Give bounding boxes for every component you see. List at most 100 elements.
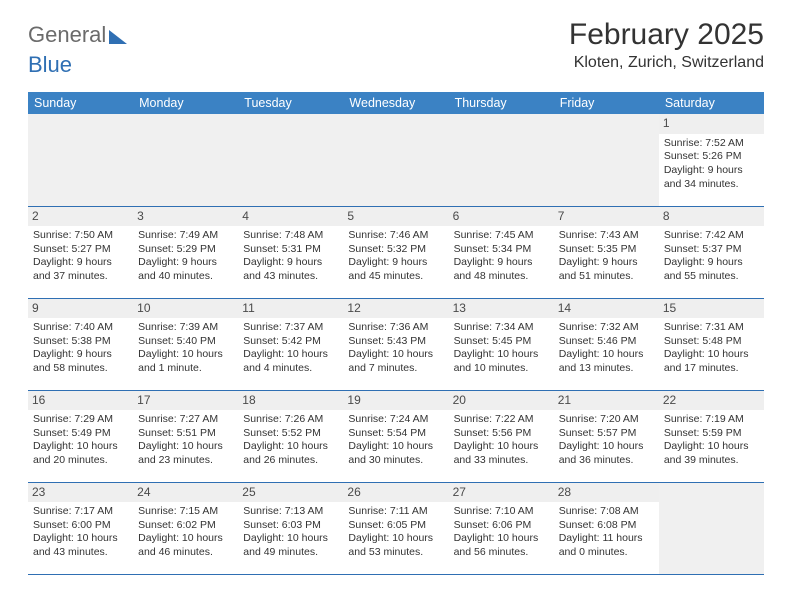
day-details: Sunrise: 7:20 AMSunset: 5:57 PMDaylight:… — [558, 413, 655, 468]
day-number: 14 — [554, 299, 659, 319]
day-number: 20 — [449, 391, 554, 411]
calendar-week-row: 1 Sunrise: 7:52 AMSunset: 5:26 PMDaylight… — [28, 114, 764, 206]
day-number: 17 — [133, 391, 238, 411]
day-details: Sunrise: 7:17 AMSunset: 6:00 PMDaylight:… — [32, 505, 129, 560]
day-details: Sunrise: 7:08 AMSunset: 6:08 PMDaylight:… — [558, 505, 655, 560]
day-number: 19 — [343, 391, 448, 411]
day-details: Sunrise: 7:11 AMSunset: 6:05 PMDaylight:… — [347, 505, 444, 560]
calendar-day-cell: 15Sunrise: 7:31 AMSunset: 5:48 PMDayligh… — [659, 298, 764, 390]
day-number: 23 — [28, 483, 133, 503]
calendar-blank-cell — [133, 114, 238, 206]
day-details: Sunrise: 7:32 AMSunset: 5:46 PMDaylight:… — [558, 321, 655, 376]
calendar-day-cell: 18Sunrise: 7:26 AMSunset: 5:52 PMDayligh… — [238, 390, 343, 482]
day-number: 3 — [133, 207, 238, 227]
day-number: 28 — [554, 483, 659, 503]
day-details: Sunrise: 7:29 AMSunset: 5:49 PMDaylight:… — [32, 413, 129, 468]
calendar-day-cell: 28Sunrise: 7:08 AMSunset: 6:08 PMDayligh… — [554, 482, 659, 574]
weekday-header: Monday — [133, 92, 238, 114]
day-details: Sunrise: 7:31 AMSunset: 5:48 PMDaylight:… — [663, 321, 760, 376]
day-details: Sunrise: 7:37 AMSunset: 5:42 PMDaylight:… — [242, 321, 339, 376]
day-details: Sunrise: 7:40 AMSunset: 5:38 PMDaylight:… — [32, 321, 129, 376]
weekday-header: Wednesday — [343, 92, 448, 114]
calendar-blank-cell — [238, 114, 343, 206]
calendar-body: 1 Sunrise: 7:52 AMSunset: 5:26 PMDaylight… — [28, 114, 764, 574]
day-details: Sunrise: 7:49 AMSunset: 5:29 PMDaylight:… — [137, 229, 234, 284]
day-details: Sunrise: 7:27 AMSunset: 5:51 PMDaylight:… — [137, 413, 234, 468]
day-details: Sunrise: 7:22 AMSunset: 5:56 PMDaylight:… — [453, 413, 550, 468]
calendar-day-cell: 26Sunrise: 7:11 AMSunset: 6:05 PMDayligh… — [343, 482, 448, 574]
location-text: Kloten, Zurich, Switzerland — [569, 54, 764, 72]
day-number: 9 — [28, 299, 133, 319]
calendar-blank-cell — [554, 114, 659, 206]
day-number: 6 — [449, 207, 554, 227]
weekday-header: Thursday — [449, 92, 554, 114]
calendar-day-cell: 25Sunrise: 7:13 AMSunset: 6:03 PMDayligh… — [238, 482, 343, 574]
calendar-day-cell: 24Sunrise: 7:15 AMSunset: 6:02 PMDayligh… — [133, 482, 238, 574]
day-number: 1 — [659, 114, 764, 134]
logo-word-1: General — [28, 22, 106, 48]
calendar-day-cell: 1 Sunrise: 7:52 AMSunset: 5:26 PMDaylight… — [659, 114, 764, 206]
calendar-week-row: 9Sunrise: 7:40 AMSunset: 5:38 PMDaylight… — [28, 298, 764, 390]
day-number: 12 — [343, 299, 448, 319]
day-number: 11 — [238, 299, 343, 319]
calendar-day-cell: 23Sunrise: 7:17 AMSunset: 6:00 PMDayligh… — [28, 482, 133, 574]
day-details: Sunrise: 7:50 AMSunset: 5:27 PMDaylight:… — [32, 229, 129, 284]
calendar-day-cell: 10Sunrise: 7:39 AMSunset: 5:40 PMDayligh… — [133, 298, 238, 390]
calendar-table: SundayMondayTuesdayWednesdayThursdayFrid… — [28, 92, 764, 575]
weekday-header: Tuesday — [238, 92, 343, 114]
calendar-day-cell: 21Sunrise: 7:20 AMSunset: 5:57 PMDayligh… — [554, 390, 659, 482]
day-details: Sunrise: 7:15 AMSunset: 6:02 PMDaylight:… — [137, 505, 234, 560]
day-details: Sunrise: 7:13 AMSunset: 6:03 PMDaylight:… — [242, 505, 339, 560]
day-number: 22 — [659, 391, 764, 411]
calendar-day-cell: 2Sunrise: 7:50 AMSunset: 5:27 PMDaylight… — [28, 206, 133, 298]
day-number: 25 — [238, 483, 343, 503]
day-number: 15 — [659, 299, 764, 319]
day-number: 5 — [343, 207, 448, 227]
day-number: 24 — [133, 483, 238, 503]
weekday-header: Friday — [554, 92, 659, 114]
day-number: 21 — [554, 391, 659, 411]
day-details: Sunrise: 7:39 AMSunset: 5:40 PMDaylight:… — [137, 321, 234, 376]
calendar-blank-cell — [28, 114, 133, 206]
calendar-day-cell: 22Sunrise: 7:19 AMSunset: 5:59 PMDayligh… — [659, 390, 764, 482]
day-number: 8 — [659, 207, 764, 227]
day-details: Sunrise: 7:19 AMSunset: 5:59 PMDaylight:… — [663, 413, 760, 468]
calendar-day-cell: 27Sunrise: 7:10 AMSunset: 6:06 PMDayligh… — [449, 482, 554, 574]
day-details: Sunrise: 7:26 AMSunset: 5:52 PMDaylight:… — [242, 413, 339, 468]
page-title: February 2025 — [569, 18, 764, 52]
logo-word-2: Blue — [28, 52, 72, 78]
day-details: Sunrise: 7:34 AMSunset: 5:45 PMDaylight:… — [453, 321, 550, 376]
day-number: 13 — [449, 299, 554, 319]
calendar-day-cell: 6Sunrise: 7:45 AMSunset: 5:34 PMDaylight… — [449, 206, 554, 298]
weekday-header: Saturday — [659, 92, 764, 114]
calendar-day-cell: 8Sunrise: 7:42 AMSunset: 5:37 PMDaylight… — [659, 206, 764, 298]
day-number: 27 — [449, 483, 554, 503]
calendar-page: General February 2025 Kloten, Zurich, Sw… — [0, 0, 792, 585]
day-details: Sunrise: 7:42 AMSunset: 5:37 PMDaylight:… — [663, 229, 760, 284]
calendar-day-cell: 17Sunrise: 7:27 AMSunset: 5:51 PMDayligh… — [133, 390, 238, 482]
day-number: 26 — [343, 483, 448, 503]
calendar-day-cell: 11Sunrise: 7:37 AMSunset: 5:42 PMDayligh… — [238, 298, 343, 390]
calendar-day-cell: 20Sunrise: 7:22 AMSunset: 5:56 PMDayligh… — [449, 390, 554, 482]
calendar-blank-cell — [659, 482, 764, 574]
calendar-week-row: 2Sunrise: 7:50 AMSunset: 5:27 PMDaylight… — [28, 206, 764, 298]
day-details: Sunrise: 7:43 AMSunset: 5:35 PMDaylight:… — [558, 229, 655, 284]
day-details: Sunrise: 7:46 AMSunset: 5:32 PMDaylight:… — [347, 229, 444, 284]
day-details: Sunrise: 7:36 AMSunset: 5:43 PMDaylight:… — [347, 321, 444, 376]
weekday-header: Sunday — [28, 92, 133, 114]
calendar-blank-cell — [343, 114, 448, 206]
calendar-day-cell: 14Sunrise: 7:32 AMSunset: 5:46 PMDayligh… — [554, 298, 659, 390]
day-details: Sunrise: 7:52 AMSunset: 5:26 PMDaylight:… — [663, 137, 760, 192]
day-details: Sunrise: 7:48 AMSunset: 5:31 PMDaylight:… — [242, 229, 339, 284]
calendar-day-cell: 13Sunrise: 7:34 AMSunset: 5:45 PMDayligh… — [449, 298, 554, 390]
title-block: February 2025 Kloten, Zurich, Switzerlan… — [569, 18, 764, 72]
day-details: Sunrise: 7:45 AMSunset: 5:34 PMDaylight:… — [453, 229, 550, 284]
calendar-day-cell: 19Sunrise: 7:24 AMSunset: 5:54 PMDayligh… — [343, 390, 448, 482]
day-number: 2 — [28, 207, 133, 227]
calendar-day-cell: 16Sunrise: 7:29 AMSunset: 5:49 PMDayligh… — [28, 390, 133, 482]
calendar-day-cell: 12Sunrise: 7:36 AMSunset: 5:43 PMDayligh… — [343, 298, 448, 390]
calendar-header-row: SundayMondayTuesdayWednesdayThursdayFrid… — [28, 92, 764, 114]
calendar-day-cell: 4Sunrise: 7:48 AMSunset: 5:31 PMDaylight… — [238, 206, 343, 298]
day-number: 4 — [238, 207, 343, 227]
calendar-day-cell: 3Sunrise: 7:49 AMSunset: 5:29 PMDaylight… — [133, 206, 238, 298]
